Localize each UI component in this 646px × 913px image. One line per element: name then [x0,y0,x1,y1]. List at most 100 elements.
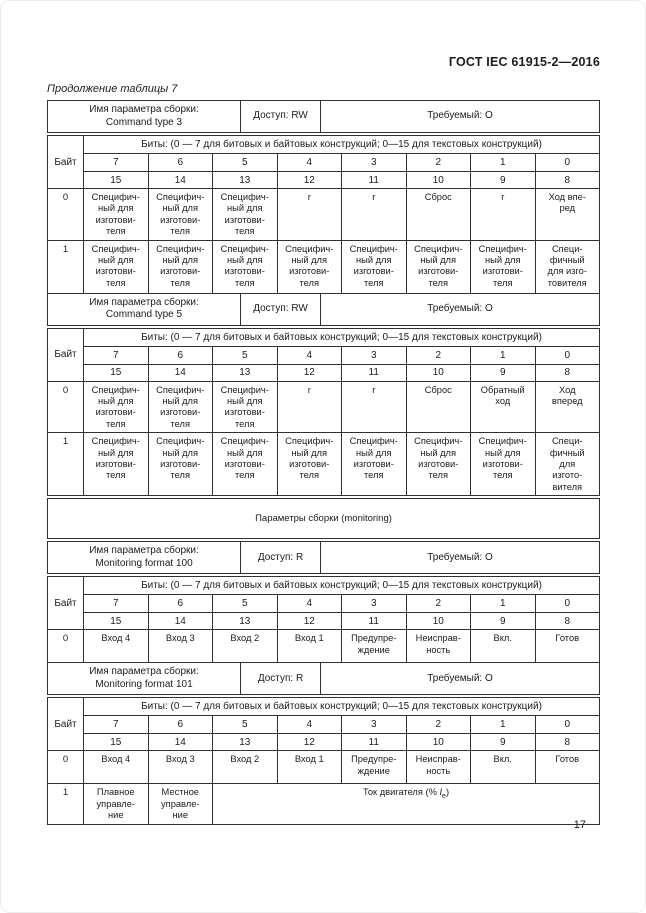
bit-number-cell: 1 [470,153,536,172]
data-cell: Вход 1 [276,750,342,785]
byte-0-row: 0 Специфич- ный для изготови- теля Специ… [47,380,600,434]
data-cell: Вкл. [470,750,536,785]
data-cell: Сброс [405,380,471,434]
data-cell: Специфич- ный для изготови- теля [341,239,407,294]
bits-note: Биты: (0 — 7 для битовых и байтовых конс… [83,697,600,717]
band-row: Имя параметра сборки: Command type 5 Дос… [47,292,600,326]
bit-number-cell: 12 [276,733,342,752]
data-cell: Готов [534,750,600,785]
bit-number-cell: 0 [534,345,600,365]
byte-label: Байт [47,327,84,382]
data-cell: Специфич- ный для изготови- теля [212,432,278,497]
param-band-command-type-3: Имя параметра сборки: Command type 3 Дос… [47,100,600,133]
current-symbol: I [439,787,443,798]
bit-number-cell: 1 [470,345,536,365]
bit-numbers-high-row: 7 6 5 4 3 2 1 0 [48,153,600,172]
byte-1-row: 1 Специфич- ный для изготови- теля Специ… [47,239,600,294]
bit-number-cell: 14 [147,612,213,631]
param-name-value: Monitoring format 101 [95,678,193,690]
data-cell: Местное управле- ние [147,783,213,825]
data-cell: Специфич- ный для изготови- теля [470,239,536,294]
byte-index-cell: 0 [47,380,84,434]
param-name-value: Command type 5 [105,309,183,321]
bit-number-cell: 15 [83,612,149,631]
param-name-cell: Имя параметра сборки: Command type 5 [47,292,241,326]
motor-current-close: ) [445,787,450,798]
bit-number-cell: 4 [276,153,342,172]
monitoring-section-table: Параметры сборки (monitoring) [47,498,600,540]
standard-header: ГОСТ IEC 61915-2—2016 [448,55,600,69]
data-cell: Специ- фичный для изго- товителя [534,239,600,294]
byte-0-row: 0 Вход 4 Вход 3 Вход 2 Вход 1 Предупре- … [47,750,600,785]
data-cell: Вход 4 [83,629,149,664]
data-cell: Специфич- ный для изготови- теля [212,188,278,241]
bits-note: Биты: (0 — 7 для битовых и байтовых конс… [83,327,600,347]
data-cell: Предупре- ждение [341,629,407,664]
bit-number-cell: 12 [276,612,342,631]
param-name-cell: Имя параметра сборки: Command type 3 [47,100,241,133]
bit-number-cell: 12 [276,363,342,382]
bits-table-command-type-5: Байт Биты: (0 — 7 для битовых и байтовых… [47,327,600,497]
bit-numbers-low-row: 15 14 13 12 11 10 9 8 [48,171,600,189]
required-cell: Требуемый: О [320,100,600,133]
monitoring-section-row: Параметры сборки (monitoring) [47,498,600,540]
bit-number-cell: 9 [470,171,536,189]
band-row: Имя параметра сборки: Monitoring format … [47,662,600,696]
bits-table-monitoring-format-101: Байт Биты: (0 — 7 для битовых и байтовых… [47,697,600,825]
bit-numbers-high-row: 7 6 5 4 3 2 1 0 [48,594,600,614]
bits-note-row: Байт Биты: (0 — 7 для битовых и байтовых… [47,697,600,752]
required-cell: Требуемый: О [320,541,600,575]
bit-number-cell: 12 [276,171,342,189]
bit-number-cell: 11 [341,363,407,382]
bit-number-cell: 5 [212,345,278,365]
data-cell: Специфич- ный для изготови- теля [147,432,213,497]
byte-index-cell: 1 [47,239,84,294]
bit-number-cell: 8 [534,363,600,382]
byte-index-cell: 0 [47,750,84,785]
bit-number-cell: 8 [534,612,600,631]
byte-label: Байт [47,135,84,189]
bit-number-cell: 6 [147,345,213,365]
required-cell: Требуемый: О [320,662,600,696]
param-band-command-type-5: Имя параметра сборки: Command type 5 Дос… [47,292,600,326]
bit-number-cell: 11 [341,171,407,189]
data-cell: Сброс [405,188,471,241]
byte-0-row: 0 Вход 4 Вход 3 Вход 2 Вход 1 Предупре- … [47,629,600,664]
bit-number-cell: 13 [212,363,278,382]
table-caption: Продолжение таблицы 7 [47,83,178,95]
bit-numbers-low-row: 15 14 13 12 11 10 9 8 [48,363,600,382]
byte-index-cell: 1 [47,783,84,825]
bit-number-cell: 1 [470,594,536,614]
data-cell: Обратный ход [470,380,536,434]
current-subscript: e [442,793,446,801]
param-name-label: Имя параметра сборки: [89,666,199,678]
bit-number-cell: 7 [83,594,149,614]
bit-number-cell: 8 [534,171,600,189]
bit-number-cell: 10 [405,733,471,752]
byte-index-cell: 0 [47,188,84,241]
bit-number-cell: 3 [341,345,407,365]
monitoring-section-title: Параметры сборки (monitoring) [47,498,600,540]
data-cell: Вкл. [470,629,536,664]
bit-number-cell: 5 [212,153,278,172]
data-cell: Специфич- ный для изготови- теля [405,239,471,294]
data-cell: Вход 3 [147,629,213,664]
byte-index-cell: 1 [47,432,84,497]
bit-number-cell: 10 [405,363,471,382]
bit-number-cell: 8 [534,733,600,752]
bit-number-cell: 3 [341,153,407,172]
data-cell: Вход 3 [147,750,213,785]
data-cell: Вход 2 [212,750,278,785]
data-cell: Специфич- ный для изготови- теля [212,239,278,294]
byte-1-row: 1 Плавное управле- ние Местное управле- … [47,783,600,825]
bit-number-cell: 11 [341,612,407,631]
bit-numbers-low-row: 15 14 13 12 11 10 9 8 [48,612,600,631]
bit-number-cell: 0 [534,715,600,735]
data-cell: Специфич- ный для изготови- теля [470,432,536,497]
data-cell: Ход впе- ред [534,188,600,241]
bit-number-cell: 15 [83,733,149,752]
param-name-cell: Имя параметра сборки: Monitoring format … [47,662,241,696]
param-name-value: Command type 3 [105,116,183,128]
access-cell: Доступ: RW [240,100,321,133]
